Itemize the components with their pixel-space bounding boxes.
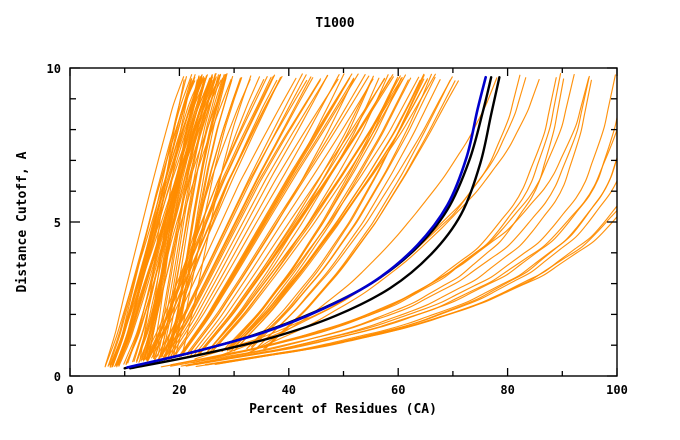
model-curve xyxy=(152,79,198,357)
model-curve xyxy=(169,73,562,366)
model-curve xyxy=(195,114,617,366)
model-curve xyxy=(255,79,441,350)
model-curve xyxy=(180,127,617,367)
model-curve xyxy=(112,80,194,366)
x-tick-label: 60 xyxy=(391,383,405,397)
model-curve xyxy=(163,79,321,360)
model-curve xyxy=(251,74,425,348)
model-curve xyxy=(153,77,297,361)
model-curve xyxy=(170,75,590,367)
model-curve xyxy=(152,78,212,359)
model-curve xyxy=(178,73,353,357)
model-curve xyxy=(145,76,272,360)
model-curve xyxy=(205,156,617,366)
model-curve xyxy=(231,77,412,350)
x-tick-label: 20 xyxy=(172,383,186,397)
y-tick-label: 5 xyxy=(54,216,61,230)
model-curve xyxy=(265,79,451,349)
model-curve xyxy=(170,74,329,357)
model-curve xyxy=(160,74,307,358)
y-tick-label: 0 xyxy=(54,370,61,384)
model-curve xyxy=(159,73,303,358)
model-curve xyxy=(198,79,373,354)
model-curve xyxy=(208,75,374,351)
model-curve xyxy=(181,73,359,356)
model-curve xyxy=(228,79,409,351)
model-curve xyxy=(170,73,575,366)
model-curve xyxy=(171,78,339,360)
model-curve xyxy=(172,75,234,357)
model-curve xyxy=(142,76,268,360)
y-axis-ticks xyxy=(70,67,617,377)
x-tick-label: 80 xyxy=(500,383,514,397)
model-curve xyxy=(244,78,540,355)
model-curve xyxy=(180,77,355,358)
model-curve xyxy=(163,76,312,358)
model-curve xyxy=(155,74,213,358)
model-curve xyxy=(162,78,322,361)
model-curve xyxy=(146,79,280,362)
model-curve xyxy=(146,74,276,359)
model-curve xyxy=(204,215,617,366)
x-axis-title: Percent of Residues (CA) xyxy=(249,402,437,417)
model-curve xyxy=(186,74,366,355)
model-curve xyxy=(233,79,421,352)
model-curve xyxy=(212,74,389,351)
y-axis-tick-labels: 0 5 10 xyxy=(47,62,61,384)
model-curve xyxy=(139,79,185,361)
reference-curve-black xyxy=(128,76,501,370)
y-tick-label: 10 xyxy=(47,62,61,76)
model-curve xyxy=(157,79,278,361)
model-curve xyxy=(188,78,355,354)
model-curve xyxy=(157,79,308,362)
model-curve xyxy=(185,79,592,367)
x-tick-label: 0 xyxy=(66,383,73,397)
model-curve xyxy=(207,77,380,353)
model-curve xyxy=(104,76,185,366)
model-curve xyxy=(248,73,433,348)
model-curve xyxy=(181,73,345,354)
x-axis-ticks xyxy=(69,68,618,376)
model-curve xyxy=(184,78,565,366)
y-axis-title: Distance Cutoff, A xyxy=(15,151,30,292)
model-curve xyxy=(246,78,425,350)
x-tick-label: 40 xyxy=(282,383,296,397)
model-curve xyxy=(153,78,251,360)
model-curve xyxy=(175,74,340,355)
model-curve xyxy=(216,205,617,365)
model-curve xyxy=(190,78,374,356)
x-tick-label: 100 xyxy=(606,383,628,397)
model-curve xyxy=(166,74,329,359)
model-curve xyxy=(133,78,205,362)
model-curve xyxy=(104,77,205,368)
model-curve xyxy=(144,78,193,360)
model-curve xyxy=(151,76,282,359)
model-curve xyxy=(265,80,456,349)
model-curve xyxy=(227,78,398,351)
chart-title: T1000 xyxy=(315,16,354,31)
curve-series-layer xyxy=(104,73,617,370)
x-axis-tick-labels: 0 20 40 60 80 100 xyxy=(66,383,627,397)
reference-curve-blue xyxy=(126,75,488,369)
model-curve xyxy=(136,77,227,363)
model-curve xyxy=(165,77,242,358)
model-curve xyxy=(141,75,208,361)
model-curve xyxy=(226,76,399,350)
model-curve xyxy=(233,79,428,352)
